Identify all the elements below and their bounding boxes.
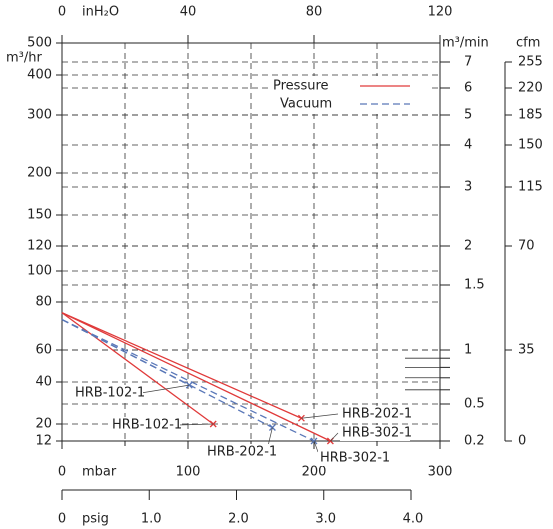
top-tick-label: 80	[306, 5, 323, 20]
legend-label: Vacuum	[280, 97, 332, 112]
series-line	[61, 319, 273, 429]
y2-tick-label: 1	[464, 343, 472, 358]
y-tick-label: 20	[35, 417, 52, 432]
y2-tick-label: 3	[464, 180, 472, 195]
x-tick-label: 300	[428, 465, 453, 480]
y2-tick-label: 7	[464, 55, 472, 70]
y-tick-label: 500	[27, 36, 52, 51]
label-leader	[267, 427, 273, 447]
label-bg	[340, 425, 410, 441]
y-tick-label: 150	[27, 208, 52, 223]
series-line	[61, 312, 214, 425]
top-tick-label: 40	[180, 5, 197, 20]
top-tick-label: 120	[428, 5, 453, 20]
psig-tick-label: 3.0	[315, 512, 336, 527]
top-axis-unit: inH₂O	[82, 5, 119, 20]
y3-tick-label: 35	[518, 343, 535, 358]
y3-tick-label: 70	[518, 239, 535, 254]
line-label: HRB-302-1	[342, 426, 412, 441]
y3-axis-unit: cfm	[516, 36, 540, 51]
y3-tick-label: 255	[518, 55, 543, 70]
psig-axis-unit: psig	[82, 512, 109, 527]
legend-label: Pressure	[273, 79, 329, 94]
label-leader	[140, 384, 190, 394]
y2-tick-label: 0.2	[464, 434, 485, 449]
y2-tick-label: 6	[464, 81, 472, 96]
x-axis-unit: mbar	[82, 465, 117, 480]
y2-tick-label: 0.5	[464, 397, 485, 412]
series-line	[61, 312, 331, 442]
y2-tick-label: 1.5	[464, 278, 485, 293]
label-bg	[205, 444, 275, 460]
y3-tick-label: 220	[518, 81, 543, 96]
y-tick-label: 300	[27, 108, 52, 123]
x-tick-label: 0	[58, 465, 66, 480]
y2-tick-label: 2	[464, 239, 472, 254]
psig-tick-label: 0	[58, 512, 66, 527]
line-label: HRB-302-1	[320, 451, 390, 466]
series-line	[61, 312, 302, 419]
label-leader	[301, 413, 339, 419]
top-tick-label: 0	[58, 5, 66, 20]
label-leader	[313, 440, 319, 453]
y2-tick-label: 4	[464, 138, 472, 153]
label-leader	[330, 432, 339, 442]
label-bg	[318, 450, 388, 466]
y3-tick-label: 0	[518, 434, 526, 449]
y-tick-label: 60	[35, 343, 52, 358]
line-label: HRB-102-1	[112, 418, 182, 433]
label-bg	[73, 385, 143, 401]
y-tick-label: 12	[35, 434, 52, 449]
y2-tick-label: 5	[464, 108, 472, 123]
line-label: HRB-202-1	[342, 407, 412, 422]
y-tick-label: 120	[27, 239, 52, 254]
y3-tick-label: 150	[518, 138, 543, 153]
label-bg	[340, 406, 410, 422]
y-tick-label: 40	[35, 375, 52, 390]
y-axis-unit: m³/hr	[6, 51, 42, 66]
x-tick-label: 100	[176, 465, 201, 480]
y3-tick-label: 185	[518, 108, 543, 123]
y3-tick-label: 115	[518, 180, 543, 195]
psig-tick-label: 1.0	[141, 512, 162, 527]
legend-box	[268, 76, 428, 114]
psig-tick-label: 4.0	[403, 512, 424, 527]
line-label: HRB-202-1	[207, 445, 277, 460]
x-tick-label: 200	[302, 465, 327, 480]
end-marker	[297, 414, 305, 422]
series-line	[61, 318, 315, 442]
y-tick-label: 80	[35, 295, 52, 310]
label-bg	[110, 417, 180, 433]
y-tick-label: 400	[27, 68, 52, 83]
psig-tick-label: 2.0	[228, 512, 249, 527]
y-tick-label: 100	[27, 264, 52, 279]
y2-axis-unit: m³/min	[442, 36, 489, 51]
label-leader	[177, 423, 214, 426]
line-label: HRB-102-1	[75, 386, 145, 401]
end-marker	[268, 424, 276, 431]
y-tick-label: 200	[27, 166, 52, 181]
